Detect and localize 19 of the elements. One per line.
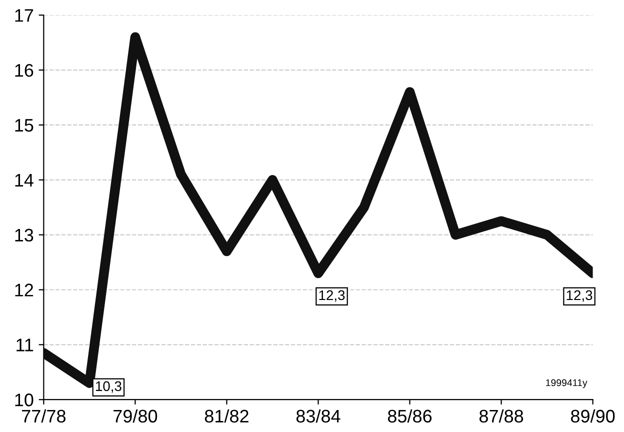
annotation: 1999411y xyxy=(546,379,588,388)
x-tick-label: 79/80 xyxy=(114,409,158,423)
x-tick-label: 81/82 xyxy=(204,409,248,423)
x-tick-label: 77/78 xyxy=(22,409,66,423)
y-tick-label: 15 xyxy=(15,119,34,132)
y-tick-label: 10 xyxy=(15,394,34,406)
annotation: 10,3 xyxy=(96,381,122,393)
y-tick-label: 14 xyxy=(15,174,34,186)
y-tick-label: 16 xyxy=(15,64,34,77)
y-tick-label: 13 xyxy=(15,228,34,242)
annotation: 12,3 xyxy=(319,290,345,302)
y-tick-label: 17 xyxy=(15,9,34,22)
y-tick-label: 11 xyxy=(16,338,34,352)
x-tick-label: 85/86 xyxy=(388,409,432,423)
x-tick-label: 89/90 xyxy=(570,409,615,423)
y-tick-label: 12 xyxy=(15,284,34,296)
x-tick-label: 83/84 xyxy=(296,409,340,423)
x-tick-label: 87/88 xyxy=(479,409,524,423)
annotation: 12,3 xyxy=(566,290,592,302)
